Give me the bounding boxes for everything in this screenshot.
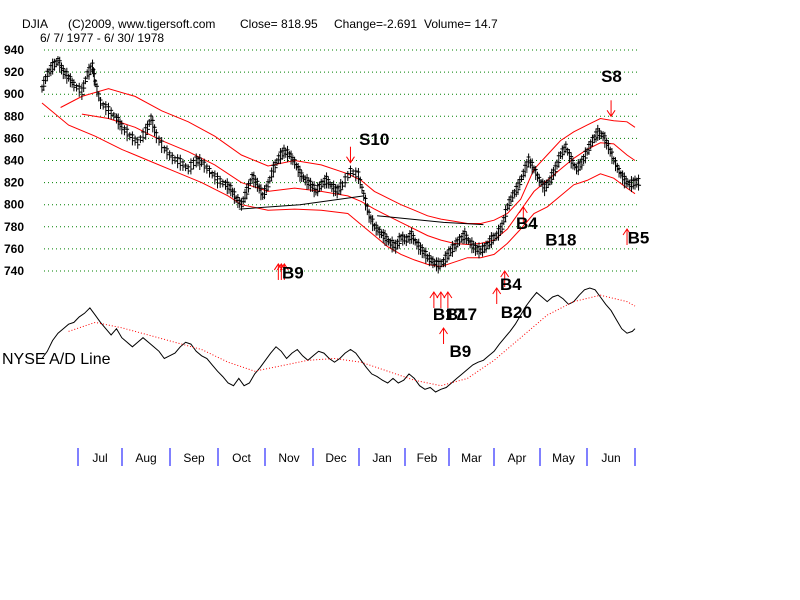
- y-tick-label: 820: [4, 176, 24, 190]
- signal-arrow-b9: [279, 263, 289, 280]
- month-label-apr: Apr: [508, 451, 527, 465]
- arrow-head: [439, 327, 448, 335]
- signal-arrow-s8: [606, 100, 616, 118]
- ytick-layer: 940 920 900 880 860 840 820 800 780 760 740: [4, 43, 24, 278]
- month-label-jan: Jan: [372, 451, 391, 465]
- month-label-sep: Sep: [183, 451, 205, 465]
- signal-arrow-b4: [500, 270, 510, 287]
- arrow-head: [492, 287, 502, 295]
- y-tick-label: 920: [4, 65, 24, 79]
- signal-label-b4: B4: [500, 275, 522, 294]
- ad-line-label: NYSE A/D Line: [2, 351, 111, 368]
- y-tick-label: 900: [4, 87, 24, 101]
- signal-label-b17: B17: [433, 305, 464, 324]
- arrow-head: [429, 291, 439, 299]
- month-label-nov: Nov: [278, 451, 299, 465]
- header-symbol: DJIA: [22, 17, 48, 31]
- header-volume: Volume= 14.7: [424, 17, 498, 31]
- month-label-oct: Oct: [232, 451, 251, 465]
- month-label-mar: Mar: [461, 451, 482, 465]
- ad-moving-average-line: [68, 294, 636, 387]
- arrow-head: [436, 291, 446, 299]
- month-label-jun: Jun: [601, 451, 620, 465]
- signal-arrow-b17: [429, 291, 439, 308]
- ad-line: [41, 287, 636, 393]
- month-layer: Jul Aug Sep Oct Nov Dec Jan Feb Mar Apr May Jun: [77, 448, 636, 466]
- signal-arrow-b17: [443, 291, 453, 308]
- arrow-head: [443, 291, 453, 299]
- trend-layer: [238, 195, 484, 226]
- signal-label-b4: B4: [516, 214, 538, 233]
- trend-line: [377, 215, 484, 226]
- upper-band-line: [60, 88, 636, 224]
- y-tick-label: 860: [4, 131, 24, 145]
- y-tick-label: 740: [4, 264, 24, 278]
- y-tick-label: 800: [4, 198, 24, 212]
- month-label-jul: Jul: [92, 451, 107, 465]
- month-label-dec: Dec: [325, 451, 346, 465]
- y-tick-label: 840: [4, 154, 24, 168]
- month-label-aug: Aug: [135, 451, 156, 465]
- arrow-head: [622, 228, 632, 236]
- signal-label-b9-ad: B9: [450, 342, 472, 361]
- signal-arrow-b5: [622, 228, 632, 246]
- signal-label-b9: B9: [282, 264, 304, 283]
- arrow-head: [279, 263, 289, 271]
- header-close: Close= 818.95: [240, 17, 318, 31]
- arrow-head: [500, 270, 510, 278]
- signal-label-s8: S8: [601, 67, 622, 86]
- signal-label-b5: B5: [628, 228, 650, 247]
- ad-layer: [41, 287, 636, 393]
- signal-arrow-b20: [492, 287, 502, 304]
- header-change: Change=-2.691: [334, 17, 417, 31]
- y-tick-label: 780: [4, 220, 24, 234]
- signal-label-s10: S10: [359, 130, 389, 149]
- month-label-feb: Feb: [417, 451, 438, 465]
- signal-arrow-b4: [518, 206, 528, 223]
- signal-label-b18: B18: [545, 231, 576, 250]
- signal-label-b17-overlap: B17: [446, 305, 477, 324]
- arrow-head: [346, 156, 355, 164]
- arrow-head: [606, 110, 616, 118]
- arrow-head: [518, 206, 528, 214]
- lower-band-line: [41, 102, 636, 268]
- signal-arrow-s10: [346, 146, 355, 164]
- trend-line: [238, 195, 364, 210]
- signal-arrow-b9-ad: [439, 327, 448, 344]
- header-date-range: 6/ 7/ 1977 - 6/ 30/ 1978: [40, 31, 164, 45]
- y-tick-label: 940: [4, 43, 24, 57]
- y-tick-label: 760: [4, 242, 24, 256]
- header-copyright: (C)2009, www.tigersoft.com: [68, 17, 215, 31]
- price-layer: [40, 56, 642, 274]
- signal-label-b20: B20: [501, 303, 532, 322]
- y-tick-label: 880: [4, 109, 24, 123]
- month-label-may: May: [552, 451, 575, 465]
- signal-arrow-b17: [436, 291, 446, 308]
